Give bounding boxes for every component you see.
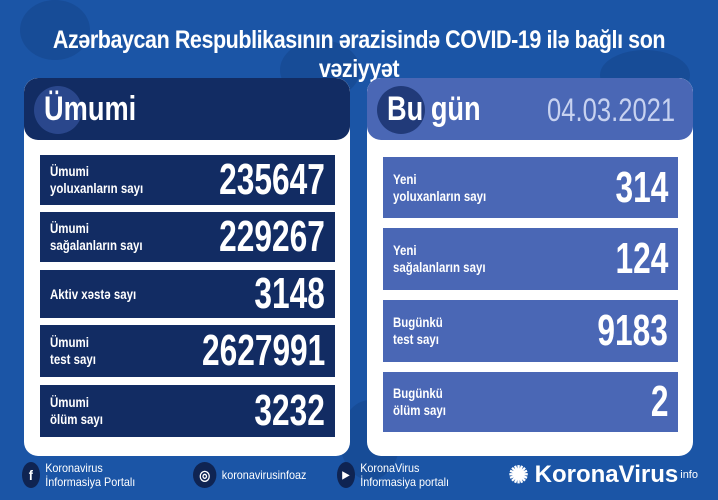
youtube-label: KoronaVirus İnformasiya portalı: [360, 461, 450, 489]
stat-value: 229267: [219, 212, 325, 261]
today-heading: Bu gün: [387, 90, 481, 128]
stat-row: Bugünkü ölüm sayı 2: [383, 372, 678, 432]
instagram-label: koronavirusinfoaz: [221, 468, 307, 482]
brand-sup: info: [680, 469, 698, 481]
youtube-link[interactable]: ▶ KoronaVirus İnformasiya portalı: [337, 461, 475, 489]
page-title: Azərbaycan Respublikasının ərazisində CO…: [52, 26, 666, 83]
total-heading: Ümumi: [44, 90, 137, 128]
facebook-icon: f: [22, 462, 40, 488]
brand-logo: ✺ KoronaVirus info: [509, 461, 698, 490]
facebook-label: Koronavirus İnformasiya Portalı: [45, 461, 136, 489]
virus-icon: [377, 86, 425, 134]
stat-value: 3148: [254, 269, 325, 318]
stat-row: Aktiv xəstə sayı 3148: [40, 269, 335, 318]
stat-row: Yeni sağalanların sayı 124: [383, 228, 678, 290]
stat-label: Yeni sağalanların sayı: [393, 242, 486, 275]
stat-value: 124: [615, 234, 668, 283]
today-header: Bu gün 04.03.2021: [367, 78, 693, 140]
stat-value: 3232: [254, 386, 325, 435]
stat-row: Ümumi ölüm sayı 3232: [40, 385, 335, 437]
stat-value: 9183: [597, 306, 668, 355]
stat-row: Ümumi yoluxanların sayı 235647: [40, 155, 335, 205]
instagram-icon: ◎: [193, 462, 217, 488]
stat-row: Bugünkü test sayı 9183: [383, 300, 678, 362]
date: 04.03.2021: [546, 92, 675, 128]
virus-decoration: [20, 0, 90, 60]
facebook-link[interactable]: f Koronavirus İnformasiya Portalı: [22, 461, 160, 489]
total-panel: Ümumi Ümumi yoluxanların sayı 235647 Ümum…: [24, 78, 350, 456]
brand-name: KoronaVirus: [534, 461, 679, 488]
stat-value: 314: [615, 162, 668, 212]
stat-label: Ümumi ölüm sayı: [50, 394, 103, 427]
virus-icon: [34, 86, 82, 134]
today-panel: Bu gün 04.03.2021 Yeni yoluxanların sayı…: [367, 78, 693, 456]
stat-label: Ümumi sağalanların sayı: [50, 220, 143, 253]
footer: f Koronavirus İnformasiya Portalı ◎ korona…: [22, 455, 698, 495]
stat-row: Ümumi sağalanların sayı 229267: [40, 212, 335, 262]
total-header: Ümumi: [24, 78, 350, 140]
youtube-icon: ▶: [337, 462, 355, 488]
stat-row: Yeni yoluxanların sayı 314: [383, 157, 678, 218]
stat-row: Ümumi test sayı 2627991: [40, 325, 335, 377]
virus-logo-icon: ✺: [508, 461, 529, 489]
stat-value: 2: [650, 377, 668, 426]
stat-value: 235647: [219, 155, 325, 204]
stat-label: Bugünkü ölüm sayı: [393, 385, 446, 418]
stat-label: Aktiv xəstə sayı: [50, 285, 137, 302]
stat-value: 2627991: [201, 326, 325, 375]
instagram-link[interactable]: ◎ koronavirusinfoaz: [193, 462, 307, 488]
stat-label: Bugünkü test sayı: [393, 314, 443, 347]
stat-label: Yeni yoluxanların sayı: [393, 170, 487, 204]
stat-label: Ümumi yoluxanların sayı: [50, 163, 144, 196]
stat-label: Ümumi test sayı: [50, 334, 96, 367]
